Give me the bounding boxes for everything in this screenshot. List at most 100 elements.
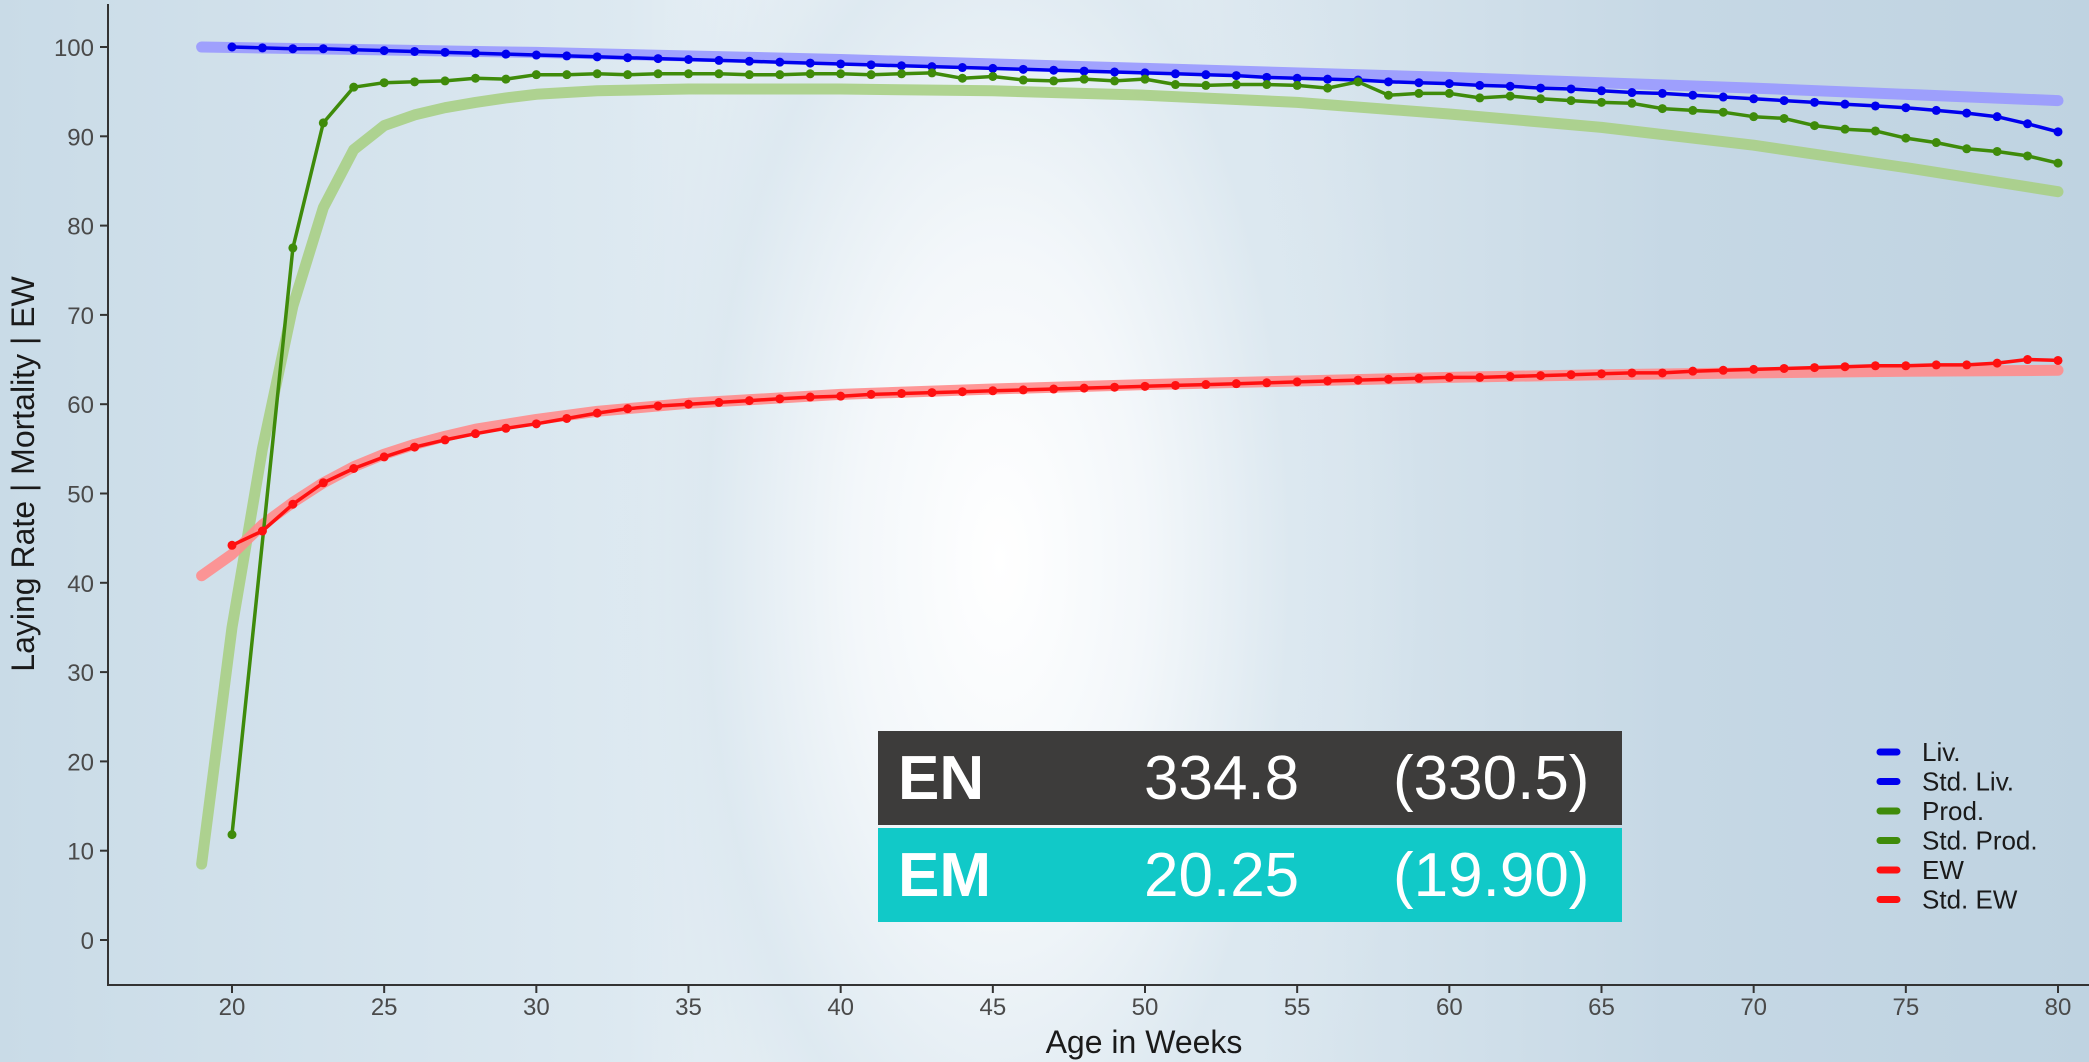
ew-data-point [1992, 358, 2002, 368]
liv-data-point [1992, 112, 2002, 122]
y-tick-label: 100 [54, 35, 94, 62]
prod-data-point [1383, 90, 1393, 100]
prod-data-point [349, 82, 359, 92]
ew-data-point [1962, 360, 1972, 370]
ew-data-point [1597, 369, 1606, 379]
x-tick-label: 30 [523, 994, 550, 1021]
liv-data-point [1444, 79, 1454, 89]
prod-data-point [410, 77, 420, 87]
ew-data-point [349, 463, 359, 473]
series-layer [196, 41, 2064, 870]
prod-data-point [714, 69, 724, 79]
ew-data-point [744, 396, 754, 406]
liv-data-point [1292, 73, 1302, 83]
prod-data-point [1414, 88, 1424, 98]
liv-data-point [1201, 70, 1211, 80]
liv-data-point [653, 54, 663, 64]
ew-data-point [653, 401, 663, 411]
prod-data-point [1018, 75, 1028, 85]
liv-data-point [1536, 83, 1546, 93]
ew-data-point [1901, 361, 1911, 371]
liv-data-point [866, 60, 876, 70]
liv-data-point [836, 59, 846, 69]
ew-data-point [1444, 372, 1454, 382]
en-stat-box: EN 334.8 (330.5) [878, 731, 1622, 825]
prod-data-point [1688, 105, 1698, 115]
y-ticks: 0 10 20 30 40 50 60 70 80 90 100 [54, 35, 108, 955]
y-tick-label: 50 [67, 482, 94, 509]
x-tick-label: 45 [979, 994, 1006, 1021]
prod-data-point [1749, 112, 1759, 122]
ew-data-point [775, 394, 785, 404]
ew-data-point [1779, 363, 1789, 373]
ew-data-point [470, 429, 480, 439]
ew-data-point [1110, 382, 1120, 392]
liv-data-point [1049, 65, 1059, 75]
ew-data-point [1749, 364, 1759, 374]
liv-data-point [1901, 103, 1911, 113]
em-std-value: (19.90) [1393, 840, 1590, 910]
std-prod-series-line [196, 83, 2064, 870]
liv-data-point [1110, 67, 1120, 77]
ew-data-point [684, 399, 693, 409]
liv-data-point [988, 63, 998, 73]
liv-data-point [1870, 101, 1880, 111]
prod-data-point [1079, 74, 1089, 84]
prod-data-point [379, 78, 389, 88]
prod-data-point [927, 68, 937, 78]
liv-data-point [531, 50, 541, 60]
ew-data-point [1262, 378, 1272, 388]
x-tick-label: 25 [371, 994, 398, 1021]
ew-data-point [805, 392, 815, 402]
prod-data-point [744, 70, 754, 80]
en-std-value: (330.5) [1393, 743, 1590, 813]
prod-data-point [1140, 74, 1150, 84]
prod-data-point [1444, 88, 1454, 98]
ew-data-point [1414, 373, 1424, 383]
x-tick-label: 40 [827, 994, 854, 1021]
liv-data-point [349, 45, 359, 55]
prod-data-point [1657, 104, 1667, 114]
prod-data-point [1323, 83, 1333, 93]
legend-label-prod: Prod. [1922, 796, 1984, 826]
prod-data-point [440, 76, 450, 86]
liv-data-point [1475, 80, 1485, 90]
ew-data-point [1292, 377, 1302, 387]
liv-data-point [227, 42, 237, 52]
ew-data-point [897, 388, 907, 398]
ew-data-point [1840, 362, 1850, 372]
prod-data-point [318, 118, 328, 128]
ew-data-point [1566, 370, 1576, 380]
prod-data-point [1810, 121, 1820, 131]
ew-data-point [592, 408, 602, 418]
y-tick-label: 10 [67, 839, 94, 866]
y-tick-label: 20 [67, 749, 94, 776]
prod-data-point [866, 70, 876, 80]
ew-data-point [1383, 374, 1393, 384]
ew-data-point [1505, 372, 1515, 382]
ew-data-point [257, 526, 267, 536]
prod-data-point [501, 74, 511, 84]
liv-data-point [623, 53, 633, 63]
liv-data-point [1597, 86, 1606, 96]
ew-data-point [410, 442, 420, 452]
liv-data-point [1566, 84, 1576, 94]
ew-data-point [501, 423, 511, 433]
liv-data-point [257, 43, 267, 53]
liv-data-point [379, 46, 389, 56]
prod-data-point [684, 69, 693, 79]
y-tick-label: 40 [67, 571, 94, 598]
liv-data-point [2023, 119, 2033, 129]
liv-data-point [318, 44, 328, 54]
y-tick-label: 0 [81, 928, 94, 955]
liv-data-point [897, 61, 907, 71]
prod-data-point [1718, 107, 1728, 117]
x-tick-label: 60 [1436, 994, 1463, 1021]
en-label: EN [898, 743, 985, 813]
x-tick-label: 65 [1588, 994, 1615, 1021]
ew-data-point [1018, 385, 1028, 395]
y-axis-title: Laying Rate | Mortality | EW [5, 275, 41, 671]
liv-data-point [1931, 105, 1941, 115]
x-tick-label: 80 [2045, 994, 2072, 1021]
prod-data-point [1901, 133, 1911, 143]
